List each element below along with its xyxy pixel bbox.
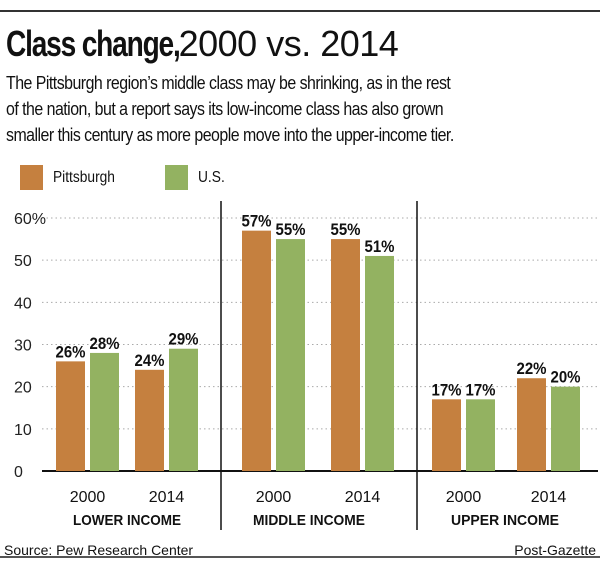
legend-swatch-us <box>165 165 189 190</box>
x-tick-label: 2000 <box>446 489 482 506</box>
y-tick-label: 60% <box>14 211 46 228</box>
bar-pittsburgh <box>432 399 461 471</box>
credit: Post-Gazette <box>514 542 596 558</box>
x-tick-label: 2000 <box>70 489 106 506</box>
legend-label-pittsburgh: Pittsburgh <box>53 168 115 186</box>
y-tick-label: 0 <box>14 464 23 481</box>
legend-label-us: U.S. <box>198 168 225 186</box>
bar-us <box>551 386 580 471</box>
x-tick-label: 2014 <box>531 489 567 506</box>
subtitle-line: smaller this century as more people move… <box>6 124 454 145</box>
data-label: 57% <box>242 212 272 231</box>
group-label: LOWER INCOME <box>73 512 181 529</box>
title-bold: Class change, <box>6 23 181 64</box>
bar-us <box>466 399 495 471</box>
bar-us <box>169 348 198 471</box>
title-rest: 2000 vs. 2014 <box>178 23 399 64</box>
group-label: MIDDLE INCOME <box>253 512 365 529</box>
bar-pittsburgh <box>242 230 271 471</box>
legend: Pittsburgh U.S. <box>20 165 269 190</box>
bar-us <box>90 352 119 471</box>
bottom-rule <box>0 556 600 558</box>
y-tick-label: 50 <box>14 253 32 270</box>
bar-us <box>276 239 305 471</box>
data-label: 26% <box>56 342 86 361</box>
data-label: 22% <box>517 359 547 378</box>
source-note: Source: Pew Research Center <box>4 542 194 558</box>
x-tick-label: 2014 <box>149 489 185 506</box>
data-label: 55% <box>331 220 361 239</box>
data-label: 20% <box>551 368 581 387</box>
bar-pittsburgh <box>331 239 360 471</box>
data-label: 55% <box>276 220 306 239</box>
chart-subtitle: The Pittsburgh region’s middle class may… <box>6 70 600 148</box>
y-tick-label: 30 <box>14 338 32 355</box>
subtitle-line: The Pittsburgh region’s middle class may… <box>6 72 451 93</box>
bar-pittsburgh <box>56 361 85 471</box>
bar-pittsburgh <box>517 378 546 471</box>
top-rule <box>0 10 600 12</box>
data-label: 17% <box>466 380 496 399</box>
legend-swatch-pittsburgh <box>20 165 43 190</box>
data-label: 17% <box>432 380 462 399</box>
y-tick-label: 20 <box>14 380 32 397</box>
bar-us <box>365 255 394 471</box>
y-tick-label: 10 <box>14 422 32 439</box>
x-tick-label: 2014 <box>345 489 381 506</box>
data-label: 29% <box>169 330 199 349</box>
x-tick-label: 2000 <box>256 489 292 506</box>
chart-title: Class change,2000 vs. 2014 <box>6 23 399 64</box>
data-label: 51% <box>365 237 395 256</box>
subtitle-line: of the nation, but a report says its low… <box>6 98 444 119</box>
data-label: 28% <box>90 334 120 353</box>
group-label: UPPER INCOME <box>451 512 559 529</box>
y-tick-label: 40 <box>14 295 32 312</box>
data-label: 24% <box>135 351 165 370</box>
bar-pittsburgh <box>135 369 164 471</box>
